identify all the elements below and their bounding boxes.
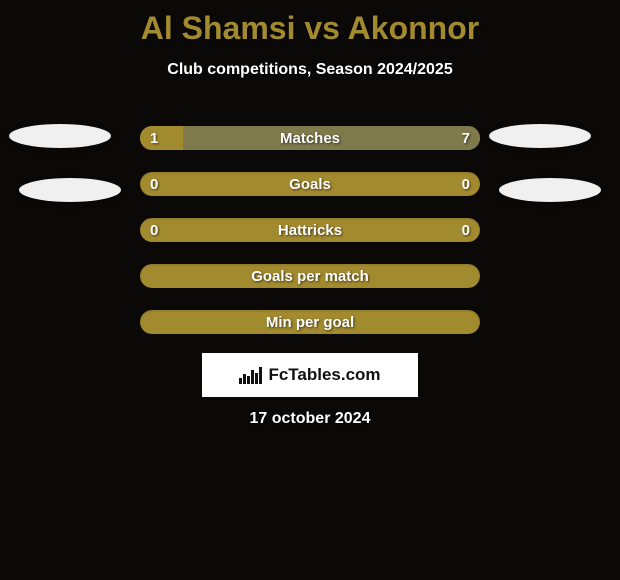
player-avatar xyxy=(489,124,591,148)
bar-value-left: 0 xyxy=(150,172,158,196)
date-text: 17 october 2024 xyxy=(0,410,620,428)
stat-bar-row: Goals per match xyxy=(140,264,480,288)
page-subtitle: Club competitions, Season 2024/2025 xyxy=(0,61,620,79)
bar-value-left: 1 xyxy=(150,126,158,150)
brand-box: FcTables.com xyxy=(202,353,418,397)
player-avatar xyxy=(19,178,121,202)
brand-text: FcTables.com xyxy=(268,365,380,385)
bar-chart-icon xyxy=(239,367,262,384)
stat-bar-row: Matches1 7 xyxy=(140,126,480,150)
player-avatar xyxy=(9,124,111,148)
bar-value-left: 0 xyxy=(150,218,158,242)
bar-label: Hattricks xyxy=(140,218,480,242)
bar-label: Min per goal xyxy=(140,310,480,334)
page-title: Al Shamsi vs Akonnor xyxy=(0,0,620,47)
bar-value-right: 7 xyxy=(462,126,470,150)
stat-bar-row: Goals0 0 xyxy=(140,172,480,196)
player-avatar xyxy=(499,178,601,202)
bar-label: Goals per match xyxy=(140,264,480,288)
comparison-card: Al Shamsi vs Akonnor Club competitions, … xyxy=(0,0,620,580)
bar-label: Matches xyxy=(140,126,480,150)
stat-bar-row: Min per goal xyxy=(140,310,480,334)
bar-value-right: 0 xyxy=(462,218,470,242)
stat-bar-row: Hattricks0 0 xyxy=(140,218,480,242)
bar-label: Goals xyxy=(140,172,480,196)
bar-value-right: 0 xyxy=(462,172,470,196)
stat-bars: Matches17Goals00Hattricks00Goals per mat… xyxy=(140,126,480,356)
